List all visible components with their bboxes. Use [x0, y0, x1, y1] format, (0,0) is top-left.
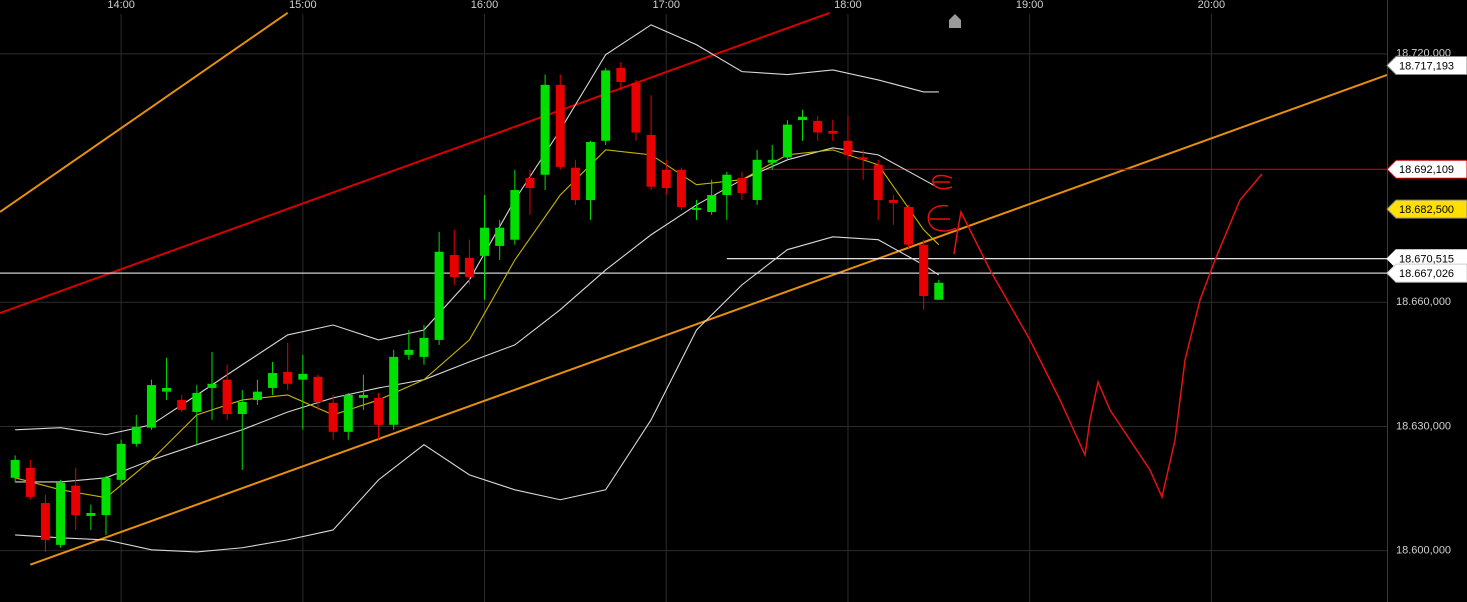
candle-body	[495, 227, 505, 246]
candle-body	[162, 387, 172, 392]
price-tag-label: 18.682,500	[1399, 204, 1454, 216]
candle-body	[676, 169, 686, 208]
price-tag-label: 18.670,515	[1399, 254, 1454, 266]
candle-body	[737, 178, 747, 193]
candle-body	[10, 459, 20, 478]
trend-line	[0, 11, 831, 314]
home-marker	[949, 14, 961, 28]
candle-body	[374, 397, 384, 425]
candle-body	[328, 402, 338, 432]
candle-body	[767, 159, 777, 163]
x-tick-label: 17:00	[652, 0, 680, 11]
trend-line	[0, 12, 289, 213]
candle-body	[934, 282, 944, 300]
candle-body	[873, 164, 883, 200]
candle-body	[116, 443, 126, 480]
candle-body	[858, 157, 868, 160]
price-tag	[1386, 55, 1467, 75]
candle-body	[782, 124, 792, 158]
candle-body	[828, 130, 838, 134]
indicator-line	[15, 236, 940, 553]
candle-body	[464, 257, 474, 277]
candle-body	[86, 512, 96, 516]
indicator-line	[15, 149, 940, 499]
candle-body	[268, 373, 278, 388]
plot-area	[0, 11, 1388, 566]
candle-body	[707, 195, 717, 212]
y-tick-label: 18.630,000	[1396, 420, 1451, 432]
candle-body	[343, 394, 353, 432]
candle-body	[146, 385, 156, 428]
trend-line	[29, 73, 1388, 566]
candle-body	[919, 244, 929, 297]
candle-body	[419, 337, 429, 357]
candle-body	[510, 190, 520, 240]
x-tick-label: 18:00	[834, 0, 862, 11]
indicator-line	[15, 24, 939, 436]
candle-body	[298, 373, 308, 380]
candle-body	[692, 207, 702, 210]
x-tick-label: 16:00	[471, 0, 499, 11]
price-tag-label: 18.717,193	[1399, 60, 1454, 72]
candle-body	[661, 169, 671, 188]
candle-body	[101, 477, 111, 516]
price-tag-label: 18.667,026	[1399, 268, 1454, 280]
candle-body	[631, 82, 641, 133]
x-tick-label: 20:00	[1198, 0, 1226, 11]
candle-body	[207, 383, 217, 388]
candle-body	[540, 84, 550, 175]
candle-body	[616, 67, 626, 82]
candle-body	[586, 142, 596, 200]
candle-body	[646, 134, 656, 187]
price-tag	[1386, 199, 1467, 219]
candle-body	[601, 70, 611, 141]
candle-body	[752, 159, 762, 200]
annotation-mark	[932, 174, 953, 190]
candle-body	[555, 84, 565, 167]
candle-body	[252, 391, 262, 400]
candle-body	[313, 376, 323, 403]
grid	[0, 14, 1387, 602]
x-tick-label: 14:00	[107, 0, 135, 11]
candle-body	[843, 140, 853, 155]
candle-body	[449, 255, 459, 277]
candle-body	[192, 392, 202, 412]
price-tag	[1386, 159, 1467, 179]
candle-body	[56, 482, 66, 545]
candle-body	[25, 467, 35, 497]
candle-body	[525, 178, 535, 188]
price-tag-label: 18.692,109	[1399, 164, 1454, 176]
x-tick-label: 19:00	[1016, 0, 1044, 11]
y-tick-label: 18.660,000	[1396, 296, 1451, 308]
candle-body	[237, 402, 247, 415]
candle-body	[389, 356, 399, 425]
candle-body	[131, 426, 141, 444]
candle-body	[177, 399, 187, 410]
y-tick-label: 18.600,000	[1396, 545, 1451, 557]
candle-body	[722, 174, 732, 196]
price-tag	[1386, 263, 1467, 283]
candle-body	[358, 394, 368, 398]
annotation-path	[953, 173, 1263, 500]
candle-body	[888, 199, 898, 203]
candle-body	[570, 167, 580, 200]
candle-body	[404, 349, 414, 355]
hand-drawn-annotation	[927, 173, 1263, 500]
candle-body	[40, 503, 50, 540]
annotation-mark	[927, 204, 957, 232]
candle-body	[904, 207, 914, 245]
indicator-line	[15, 147, 940, 483]
candle-body	[480, 227, 490, 256]
candle-body	[283, 371, 293, 384]
candle-body	[434, 251, 444, 340]
price-tags: 18.717,193 18.692,109 18.682,500 18.670,515…	[1386, 55, 1467, 283]
candle-body	[798, 116, 808, 121]
candle-body	[222, 379, 232, 415]
candle-body	[813, 120, 823, 133]
x-tick-label: 15:00	[289, 0, 317, 11]
axes: 14:00 15:00 16:00 17:00 18:00 19:00 20:00 18.60…	[107, 0, 1451, 557]
candle-body	[71, 485, 81, 516]
